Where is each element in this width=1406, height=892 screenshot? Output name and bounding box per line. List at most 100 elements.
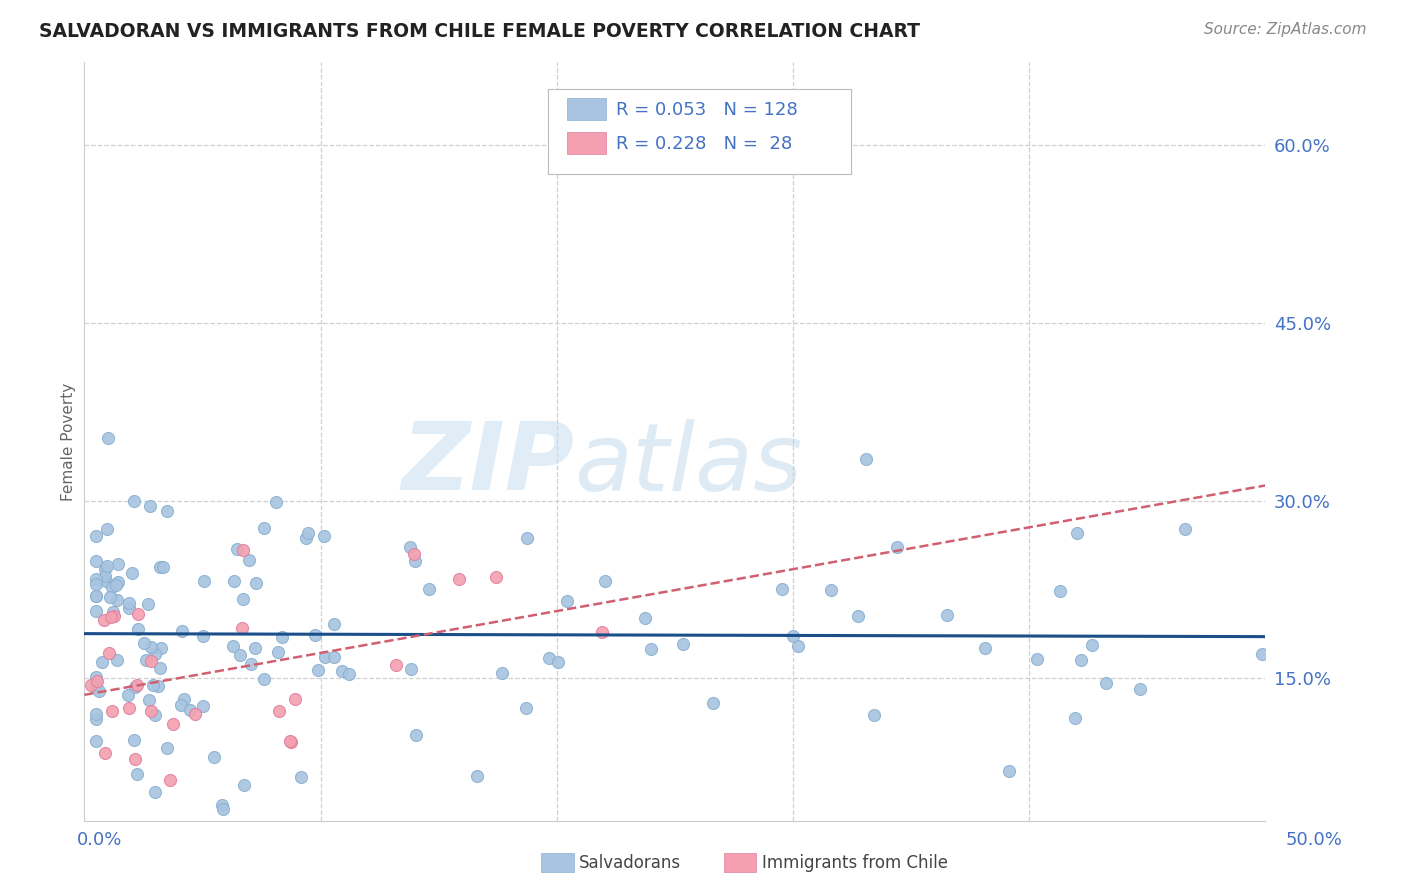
- Point: [152, 560, 174, 574]
- Point: [127, 607, 149, 622]
- Point: [127, 766, 149, 780]
- Point: [304, 628, 326, 642]
- Point: [243, 640, 266, 655]
- Point: [143, 785, 166, 799]
- Point: [136, 597, 159, 611]
- Point: [94, 574, 117, 589]
- Point: [267, 645, 290, 659]
- Point: [193, 629, 215, 643]
- Text: ZIP: ZIP: [402, 418, 575, 510]
- Point: [491, 665, 513, 680]
- Point: [132, 636, 155, 650]
- Point: [1064, 711, 1087, 725]
- Point: [280, 735, 302, 749]
- Point: [135, 653, 157, 667]
- Point: [87, 684, 110, 698]
- Point: [782, 629, 804, 643]
- Point: [84, 572, 107, 586]
- Point: [94, 562, 117, 576]
- Point: [307, 664, 329, 678]
- Point: [162, 716, 184, 731]
- Point: [103, 609, 125, 624]
- Point: [124, 680, 146, 694]
- Point: [591, 624, 613, 639]
- Point: [80, 677, 103, 691]
- Point: [222, 639, 245, 653]
- Point: [593, 574, 616, 588]
- Point: [233, 778, 256, 792]
- Point: [323, 650, 346, 665]
- Point: [202, 750, 225, 764]
- Point: [84, 589, 107, 603]
- Point: [211, 797, 233, 812]
- Point: [118, 601, 141, 615]
- Point: [312, 529, 335, 543]
- Text: R = 0.053   N = 128: R = 0.053 N = 128: [616, 101, 797, 119]
- Point: [547, 655, 569, 669]
- Point: [121, 566, 143, 581]
- Point: [84, 529, 107, 543]
- Point: [184, 706, 207, 721]
- Point: [139, 655, 162, 669]
- Point: [107, 575, 129, 590]
- Point: [515, 701, 537, 715]
- Point: [159, 773, 181, 788]
- Point: [555, 594, 578, 608]
- Point: [84, 577, 107, 591]
- Point: [170, 698, 193, 712]
- Point: [84, 734, 107, 748]
- Point: [96, 522, 118, 536]
- Point: [485, 570, 508, 584]
- Point: [863, 707, 886, 722]
- Point: [936, 608, 959, 623]
- Point: [149, 560, 172, 574]
- Point: [264, 494, 287, 508]
- Point: [84, 604, 107, 618]
- Point: [124, 494, 146, 508]
- Text: 0.0%: 0.0%: [77, 831, 122, 849]
- Point: [103, 605, 125, 619]
- Point: [1066, 526, 1088, 541]
- Point: [270, 630, 292, 644]
- Point: [90, 655, 112, 669]
- Point: [124, 752, 146, 766]
- Point: [138, 693, 160, 707]
- Point: [702, 697, 724, 711]
- Point: [146, 679, 169, 693]
- Point: [337, 667, 360, 681]
- Point: [191, 698, 214, 713]
- Point: [127, 622, 149, 636]
- Point: [84, 589, 107, 603]
- Point: [1094, 676, 1116, 690]
- Text: SALVADORAN VS IMMIGRANTS FROM CHILE FEMALE POVERTY CORRELATION CHART: SALVADORAN VS IMMIGRANTS FROM CHILE FEMA…: [39, 22, 921, 41]
- Point: [399, 540, 422, 554]
- Point: [232, 591, 254, 606]
- Point: [156, 741, 179, 756]
- Point: [269, 704, 291, 718]
- Point: [846, 609, 869, 624]
- Point: [974, 641, 997, 656]
- Point: [94, 747, 117, 761]
- Point: [143, 708, 166, 723]
- Point: [245, 576, 267, 591]
- Point: [98, 590, 121, 604]
- Point: [118, 700, 141, 714]
- Point: [297, 525, 319, 540]
- Point: [770, 582, 793, 596]
- Point: [229, 648, 252, 663]
- Point: [1081, 638, 1104, 652]
- Point: [640, 642, 662, 657]
- Point: [107, 557, 129, 571]
- Point: [323, 617, 346, 632]
- Point: [284, 692, 307, 706]
- Point: [96, 558, 118, 573]
- Point: [84, 678, 107, 692]
- Point: [118, 596, 141, 610]
- Point: [156, 504, 179, 518]
- Point: [124, 732, 146, 747]
- Point: [117, 689, 139, 703]
- Point: [101, 704, 124, 718]
- Point: [786, 639, 808, 653]
- Point: [100, 610, 122, 624]
- Point: [104, 577, 127, 591]
